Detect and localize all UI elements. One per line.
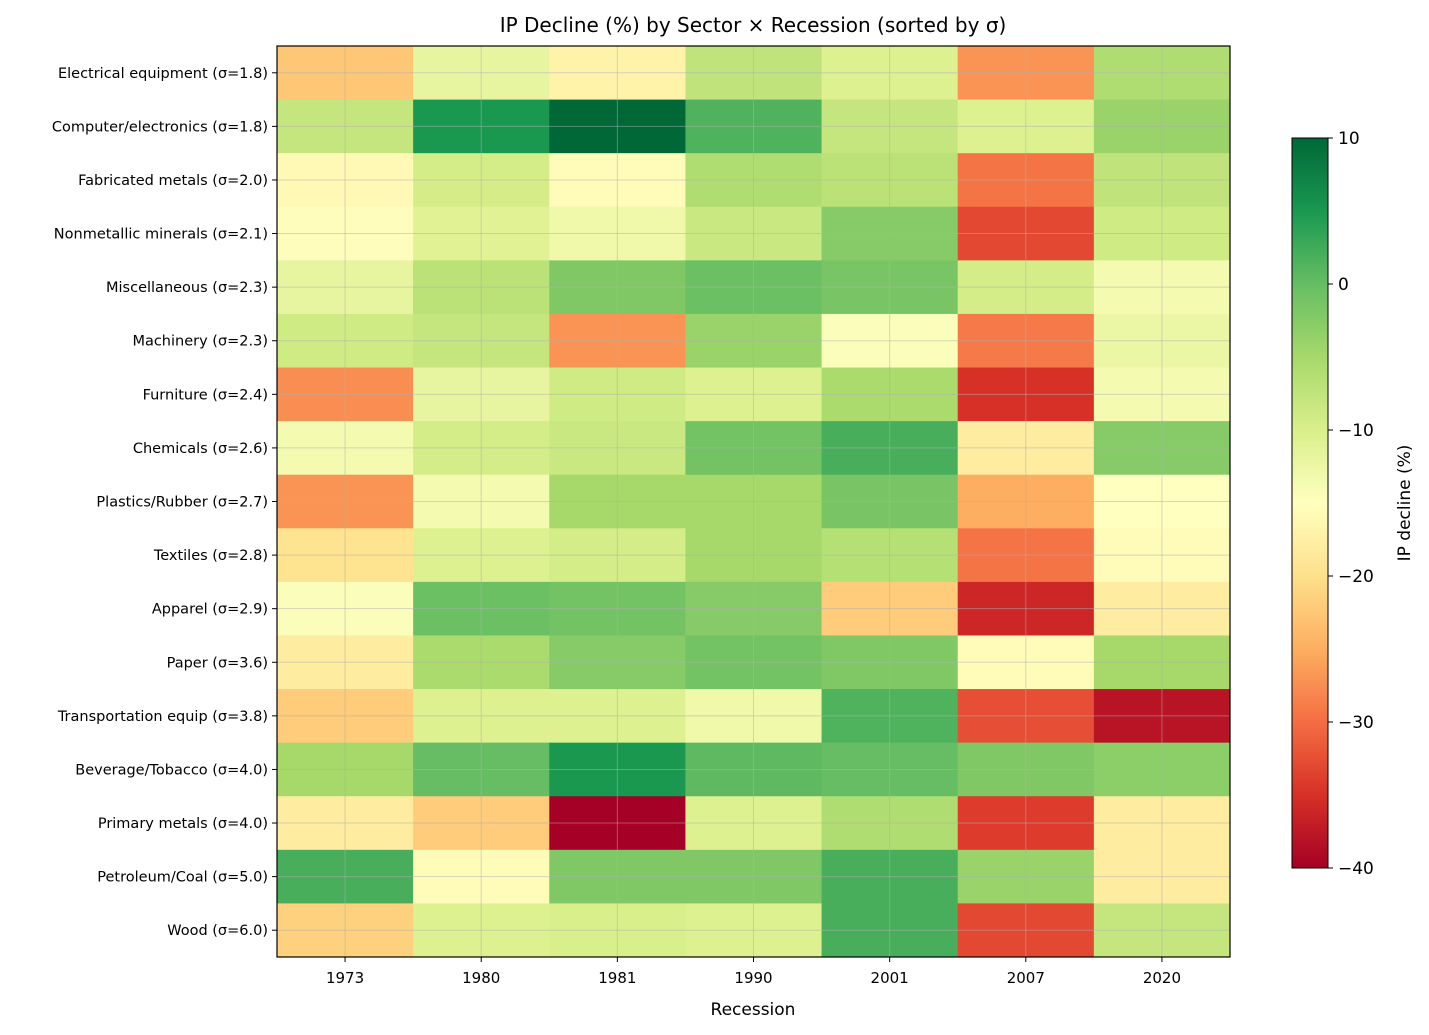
colorbar-tick-label: −30 [1338, 713, 1374, 733]
x-tick-label: 1981 [598, 969, 636, 987]
y-tick-label: Furniture (σ=2.4) [143, 387, 268, 403]
y-tick-label: Nonmetallic minerals (σ=2.1) [54, 227, 268, 243]
colorbar-tick-label: 0 [1338, 275, 1349, 295]
y-tick-label: Electrical equipment (σ=1.8) [58, 66, 268, 82]
y-tick-label: Petroleum/Coal (σ=5.0) [97, 870, 268, 886]
chart-title: IP Decline (%) by Sector × Recession (so… [500, 13, 1007, 37]
y-tick-label: Textiles (σ=2.8) [153, 548, 268, 564]
y-tick-label: Primary metals (σ=4.0) [98, 816, 268, 832]
y-tick-label: Paper (σ=3.6) [167, 655, 268, 671]
y-tick-label: Fabricated metals (σ=2.0) [78, 173, 268, 189]
grid-lines [277, 46, 1230, 957]
y-axis: Electrical equipment (σ=1.8) Computer/ele… [52, 66, 277, 939]
colorbar-label: IP decline (%) [1395, 445, 1415, 562]
y-tick-label: Machinery (σ=2.3) [132, 334, 268, 350]
y-tick-label: Transportation equip (σ=3.8) [57, 709, 268, 725]
colorbar-ticks: 10 0 −10 −20 −30 −40 [1328, 129, 1374, 879]
x-tick-label: 1980 [462, 969, 500, 987]
y-tick-label: Wood (σ=6.0) [167, 923, 268, 939]
y-tick-label: Miscellaneous (σ=2.3) [106, 280, 268, 296]
colorbar [1291, 137, 1329, 869]
x-tick-label: 2007 [1007, 969, 1045, 987]
y-tick-label: Chemicals (σ=2.6) [133, 441, 268, 457]
x-tick-label: 1990 [734, 969, 772, 987]
colorbar-tick-label: −10 [1338, 421, 1374, 441]
x-axis: 1973 1980 1981 1990 2001 2007 2020 [326, 957, 1181, 987]
y-tick-label: Plastics/Rubber (σ=2.7) [96, 495, 268, 511]
colorbar-tick-label: −40 [1338, 859, 1374, 879]
y-tick-label: Apparel (σ=2.9) [152, 602, 268, 618]
y-tick-label: Beverage/Tobacco (σ=4.0) [75, 762, 268, 778]
colorbar-tick-label: −20 [1338, 567, 1374, 587]
y-tick-label: Computer/electronics (σ=1.8) [52, 119, 268, 135]
colorbar-tick-label: 10 [1338, 129, 1360, 149]
x-tick-label: 2020 [1143, 969, 1181, 987]
x-axis-label: Recession [711, 1000, 796, 1020]
x-tick-label: 2001 [871, 969, 909, 987]
x-tick-label: 1973 [326, 969, 364, 987]
